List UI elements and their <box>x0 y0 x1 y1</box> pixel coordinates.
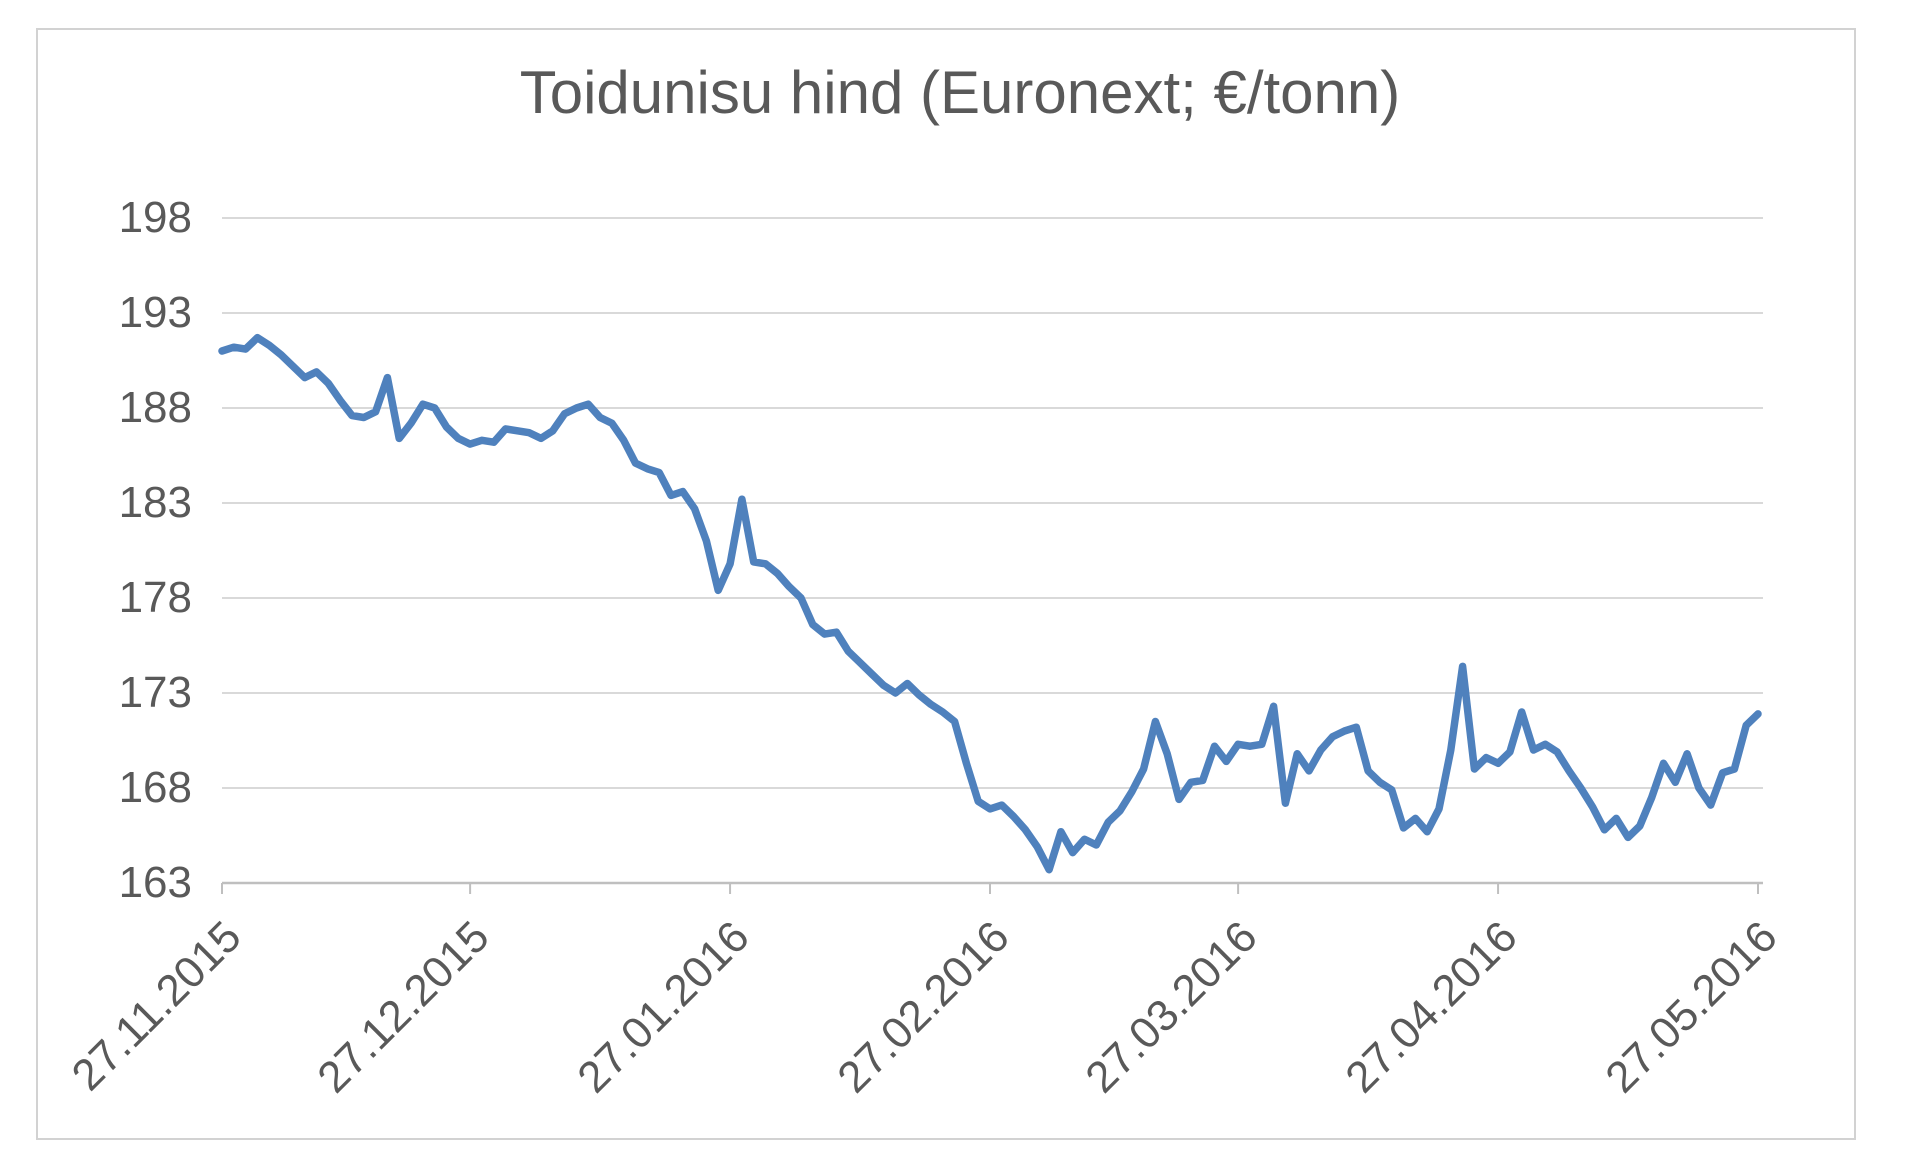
y-axis-label: 198 <box>118 193 192 242</box>
y-axis-label: 168 <box>118 763 192 812</box>
y-axis-label: 193 <box>118 288 192 337</box>
y-axis-label: 188 <box>118 383 192 432</box>
y-axis-label: 163 <box>118 858 192 907</box>
y-axis-label: 183 <box>118 478 192 527</box>
y-axis-label: 178 <box>118 573 192 622</box>
price-line-series <box>218 333 1762 874</box>
chart-frame <box>36 28 1856 1140</box>
chart-title: Toidunisu hind (Euronext; €/tonn) <box>519 59 1401 126</box>
y-axis-label: 173 <box>118 668 192 717</box>
